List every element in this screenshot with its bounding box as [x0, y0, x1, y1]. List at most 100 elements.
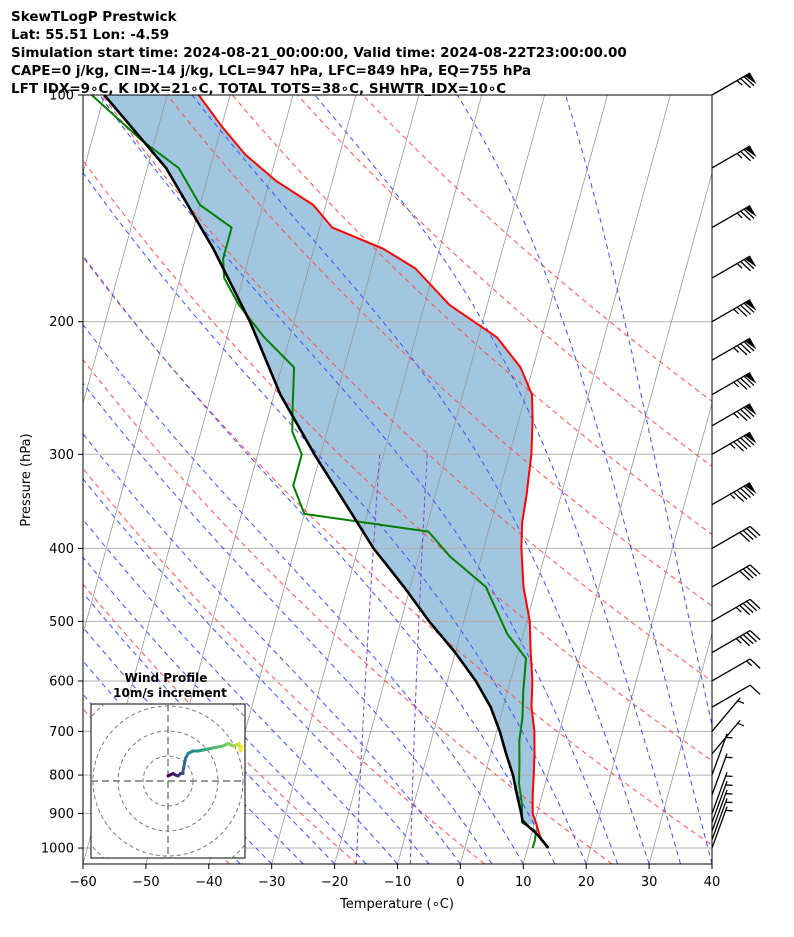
wind-barb-staff — [711, 658, 751, 682]
moist-adiabat-line — [456, 95, 712, 864]
wind-barb-feather — [749, 630, 761, 641]
wind-barb-staff — [711, 431, 751, 455]
wind-barb — [711, 255, 757, 279]
wind-barb-feather — [743, 406, 755, 418]
wind-barb-feather — [736, 410, 748, 422]
wind-barb-feather — [736, 379, 748, 390]
x-tick-label: 30 — [641, 875, 658, 890]
wind-barb — [711, 337, 757, 361]
wind-barb-feather — [739, 604, 751, 616]
wind-barb — [711, 564, 761, 588]
mixing-ratio-line — [355, 454, 381, 864]
wind-barb-half-feather — [736, 153, 743, 159]
dry-adiabat-line — [83, 467, 485, 864]
wind-barb-half-feather — [737, 700, 745, 704]
wind-barb — [711, 629, 761, 654]
wind-barb-half-feather — [736, 80, 743, 86]
wind-barb-staff — [711, 780, 728, 823]
wind-barb — [711, 299, 757, 323]
wind-barb-flag — [744, 256, 757, 268]
dry-adiabat-line — [83, 583, 358, 864]
wind-barb — [711, 658, 761, 682]
header-indices-2: LFT IDX=9∘C, K IDX=21∘C, TOTAL TOTS=38∘C… — [11, 81, 507, 97]
moist-adiabat-line — [83, 556, 367, 864]
wind-barb-feather — [736, 306, 748, 317]
wind-barb-staff — [711, 789, 728, 832]
wind-barb-feather — [733, 441, 745, 452]
wind-barb-feather — [742, 634, 754, 645]
temperature-line — [197, 95, 550, 849]
wind-barb-feather — [749, 658, 761, 669]
wind-barb-feather — [736, 439, 748, 450]
wind-barb-staff — [711, 798, 728, 840]
wind-barb-staff — [711, 145, 751, 169]
isotherm-line — [775, 95, 794, 864]
x-tick-label: −30 — [258, 875, 285, 890]
wind-barb-flag — [744, 482, 757, 494]
wind-barb — [711, 733, 733, 776]
wind-barb-feather — [740, 261, 751, 272]
y-tick-label: 300 — [49, 448, 74, 463]
wind-barb-flag — [744, 338, 757, 350]
wind-barb-feather — [746, 527, 758, 539]
wind-barb-feather — [740, 304, 751, 315]
wind-barb — [711, 772, 733, 814]
wind-barb-flag — [744, 403, 757, 416]
x-tick-label: −10 — [384, 875, 411, 890]
wind-barb — [711, 780, 733, 823]
wind-barb-staff — [711, 684, 751, 708]
dewpoint-line — [91, 95, 537, 849]
wind-barb-half-feather — [737, 722, 745, 727]
wind-barb-feather — [749, 564, 761, 575]
wind-barb-feather — [743, 435, 755, 446]
x-tick-label: −20 — [321, 875, 348, 890]
isotherm-line — [83, 95, 231, 636]
wind-barb-staff — [711, 697, 741, 732]
wind-barb-feather — [739, 570, 751, 581]
wind-barb-feather — [743, 302, 755, 313]
wind-barb-feather — [746, 600, 758, 612]
wind-barb-flag — [744, 372, 757, 384]
dry-adiabat-line — [83, 256, 712, 846]
wind-barb-staff — [711, 372, 751, 396]
moist-adiabat-line — [99, 95, 619, 864]
wind-barb — [711, 525, 761, 549]
wind-barb-feather — [740, 377, 751, 388]
y-tick-label: 600 — [49, 674, 74, 689]
wind-barb-flag — [744, 73, 757, 85]
dry-adiabat-line — [297, 95, 712, 467]
wind-barb-staff — [711, 72, 751, 96]
isotherm-line — [271, 95, 483, 864]
wind-barb-staff — [711, 733, 728, 776]
wind-barb-feather — [743, 341, 755, 352]
x-tick-label: 10 — [515, 875, 532, 890]
moist-adiabat-line — [565, 95, 712, 728]
y-tick-label: 700 — [49, 725, 74, 740]
wind-barb-feather — [746, 566, 758, 577]
x-tick-label: −40 — [195, 875, 222, 890]
cape-area — [104, 95, 537, 825]
x-axis-label: Temperature (∘C) — [339, 897, 454, 912]
y-tick-label: 400 — [49, 542, 74, 557]
wind-barb-feather — [743, 485, 755, 496]
wind-barb-feather — [743, 259, 755, 270]
wind-barb-staff — [711, 753, 728, 796]
wind-barb-half-feather — [735, 606, 742, 613]
y-axis-label: Pressure (hPa) — [19, 433, 34, 526]
chart-header: SkewTLogP Prestwick Lat: 55.51 Lon: -4.5… — [11, 8, 627, 98]
y-tick-label: 500 — [49, 615, 74, 630]
wind-barb-feather — [740, 151, 751, 162]
wind-barb-feather — [736, 345, 748, 356]
wind-barb-feather — [736, 489, 748, 500]
wind-barb-feather — [740, 210, 751, 221]
wind-barb — [711, 145, 757, 169]
wind-barb — [711, 806, 733, 849]
isotherm-line — [460, 95, 671, 864]
moist-adiabat-line — [83, 172, 587, 864]
wind-barb-staff — [711, 482, 751, 506]
moist-adiabat-line — [83, 592, 335, 864]
isotherm-line — [397, 95, 608, 864]
wind-barb — [711, 72, 757, 96]
y-tick-label: 1000 — [41, 842, 74, 857]
wind-barb-staff — [711, 255, 751, 279]
